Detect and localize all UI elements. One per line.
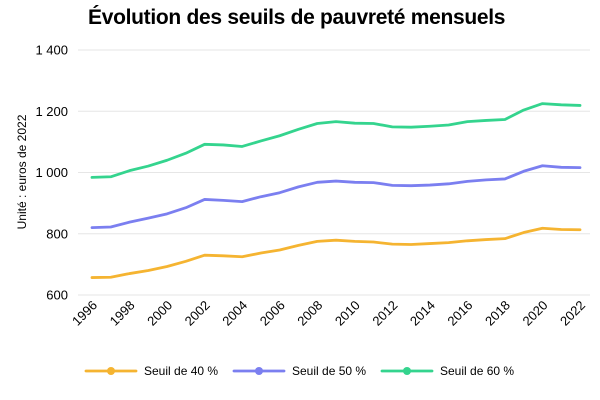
y-tick-label: 600 — [46, 288, 68, 303]
x-tick-label: 2020 — [520, 298, 551, 329]
legend-label: Seuil de 40 % — [144, 364, 218, 378]
x-tick-label: 1996 — [69, 298, 100, 329]
series-lines — [90, 102, 582, 279]
x-tick-label: 2018 — [482, 298, 513, 329]
series-line-2 — [90, 164, 582, 230]
chart-title: Évolution des seuils de pauvreté mensuel… — [88, 6, 506, 29]
y-tick-label: 1 200 — [35, 104, 68, 119]
legend-marker — [255, 367, 263, 375]
y-axis-ticks: 600 800 1 000 1 200 1 400 — [35, 43, 68, 303]
y-tick-label: 1 000 — [35, 165, 68, 180]
x-tick-label: 2022 — [557, 298, 588, 329]
legend-label: Seuil de 60 % — [440, 364, 514, 378]
grid-lines — [78, 49, 590, 296]
legend-item-2[interactable]: Seuil de 50 % — [232, 364, 366, 378]
x-tick-label: 2014 — [407, 298, 438, 329]
series-line-3 — [90, 102, 582, 179]
x-tick-label: 2000 — [144, 298, 175, 329]
x-tick-label: 2004 — [219, 298, 250, 329]
x-tick-label: 2008 — [294, 298, 325, 329]
x-tick-label: 2016 — [444, 298, 475, 329]
x-tick-label: 2006 — [257, 298, 288, 329]
legend: Seuil de 40 % Seuil de 50 % Seuil de 60 % — [84, 364, 514, 378]
legend-item-1[interactable]: Seuil de 40 % — [84, 364, 218, 378]
x-axis-ticks: 1996 1998 2000 2002 2004 2006 2008 2010 2012 2014… — [69, 298, 588, 329]
y-axis-title: Unité : euros de 2022 — [15, 114, 29, 229]
legend-label: Seuil de 50 % — [292, 364, 366, 378]
x-tick-label: 2002 — [182, 298, 213, 329]
legend-marker — [403, 367, 411, 375]
legend-item-3[interactable]: Seuil de 60 % — [380, 364, 514, 378]
y-tick-label: 800 — [46, 226, 68, 241]
x-tick-label: 2010 — [332, 298, 363, 329]
x-tick-label: 1998 — [107, 298, 138, 329]
y-tick-label: 1 400 — [35, 43, 68, 58]
series-line-1 — [90, 226, 582, 279]
legend-marker — [107, 367, 115, 375]
x-tick-label: 2012 — [369, 298, 400, 329]
